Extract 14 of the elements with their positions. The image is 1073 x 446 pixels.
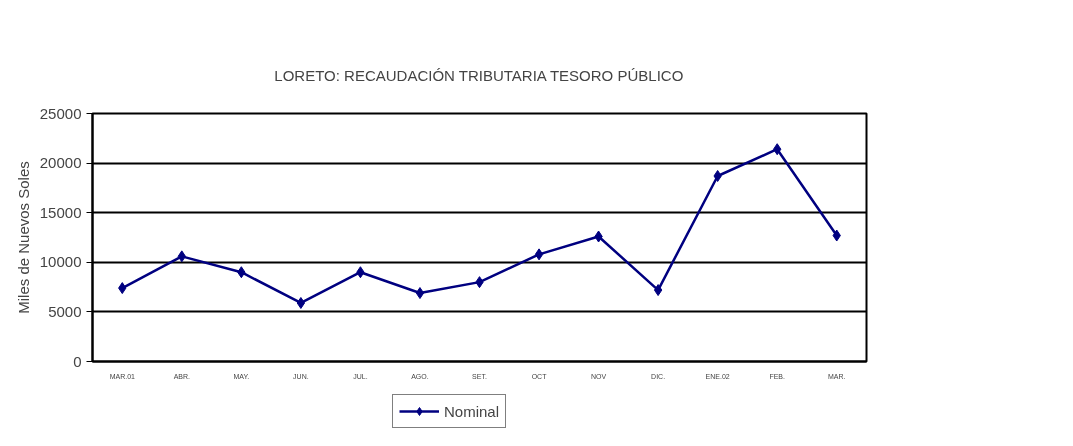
- chart-title: LORETO: RECAUDACIÓN TRIBUTARIA TESORO PÚBLICO: [274, 66, 684, 84]
- y-axis-title: Miles de Nuevos Soles: [14, 161, 32, 314]
- point: [296, 296, 306, 309]
- point: [534, 248, 544, 261]
- point: [653, 284, 663, 297]
- y-tick-label: 25000: [39, 104, 82, 122]
- y-tick-label: 5000: [48, 302, 82, 320]
- y-tick-label: 15000: [39, 203, 82, 221]
- legend-label: Nominal: [444, 402, 500, 420]
- y-tick-label: 0: [73, 352, 82, 370]
- y-tick-label: 10000: [39, 253, 82, 271]
- point: [415, 287, 425, 300]
- point: [713, 170, 722, 182]
- y-tick-label: 20000: [39, 154, 82, 172]
